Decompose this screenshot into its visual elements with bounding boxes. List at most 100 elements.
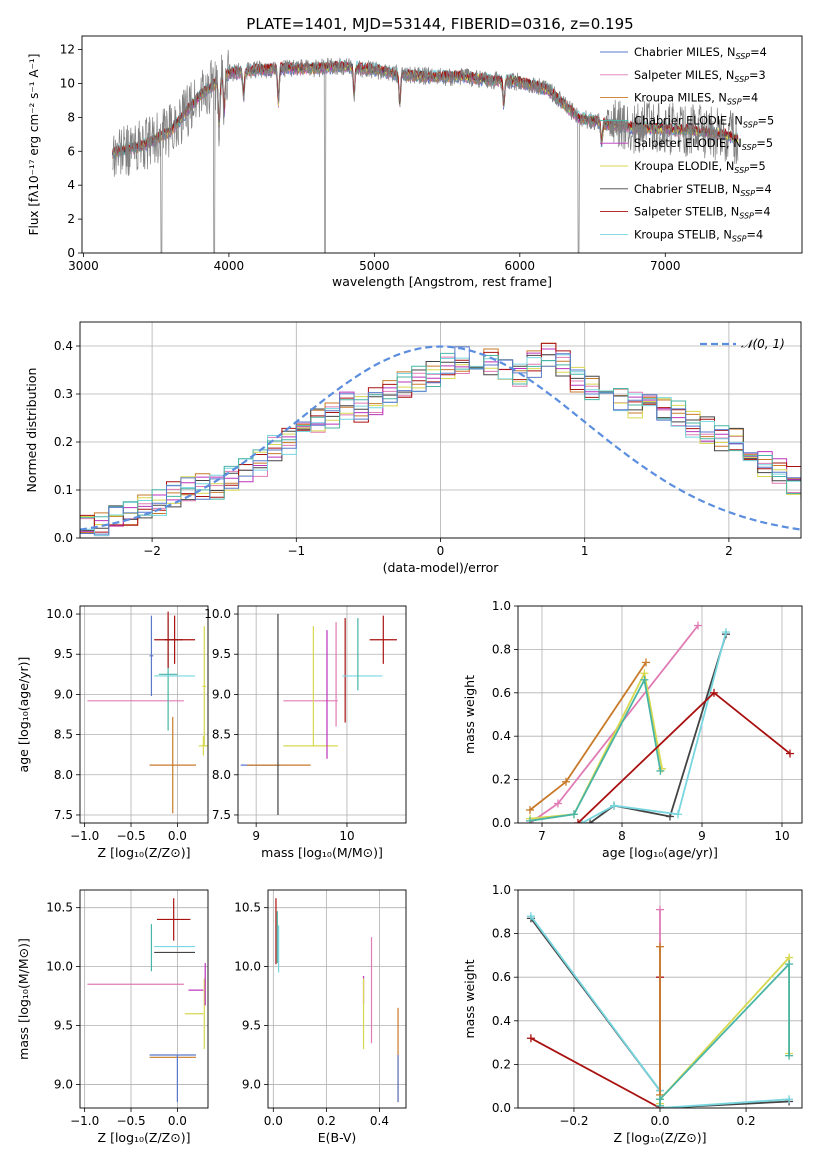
legend-label-subscript: SSP — [735, 52, 750, 61]
legend-label-value: =4 — [755, 183, 772, 196]
mass-weight-point — [526, 805, 534, 814]
errorbar-point — [154, 615, 196, 664]
legend-label-main: Salpeter STELIB, N — [634, 206, 739, 219]
legend-label-main: Chabrier ELODIE, N — [634, 114, 743, 127]
weight-vs-age-frame — [517, 605, 803, 824]
legend-label-value: =3 — [749, 69, 766, 82]
mass-weight-point — [586, 819, 594, 823]
residual-histogram-step — [80, 354, 801, 538]
age-vs-mass-ytick-label: 10.0 — [204, 607, 231, 621]
legend-label-main: Kroupa STELIB, N — [634, 228, 732, 241]
mass-vs-ebv-axes: 0.0 0.2 0.4 9.0 9.5 10.0 10.5 E(B-V) — [234, 889, 407, 1145]
mass-vs-Z-ytick-label: 10.0 — [46, 960, 73, 974]
mass-weight-point — [674, 810, 682, 819]
weight-vs-Z-plot-area — [526, 905, 794, 1108]
errorbar-point — [202, 626, 207, 747]
age-vs-Z-ytick-label: 7.5 — [54, 808, 73, 822]
spectrum-xlabel: wavelength [Angstrom, rest frame] — [332, 274, 552, 289]
spectrum-ytick-label: 0 — [67, 246, 75, 260]
mass-vs-Z-ytick-label: 9.0 — [54, 1077, 73, 1091]
legend-label: Salpeter MILES, NSSP=3 — [634, 69, 766, 84]
weight-vs-Z-ytick-label: 1.0 — [492, 883, 511, 897]
spectrum-ytick-label: 6 — [67, 144, 75, 158]
legend-label-main: Chabrier STELIB, N — [634, 183, 740, 196]
mass-weight-series-line — [581, 631, 727, 823]
spectrum-ytick-label: 2 — [67, 212, 75, 226]
spectrum-axes: 3000 4000 5000 6000 7000 0 2 4 6 8 10 12 wavelength … — [27, 35, 803, 289]
spectrum-xtick-label: 5000 — [359, 259, 390, 273]
mass-vs-Z-ylabel: mass [log₁₀(M/M⊙)] — [16, 938, 31, 1060]
mass-vs-ebv-frame — [267, 889, 407, 1109]
weight-vs-age-ytick-label: 0.2 — [492, 773, 511, 787]
weight-vs-age-ytick-label: 0.6 — [492, 686, 511, 700]
age-vs-Z-ylabel: age [log₁₀(age/yr)] — [16, 657, 31, 773]
residuals-panel: −2 −1 0 1 2 0.0 0.1 0.2 0.3 0.4 (data-model)/error… — [24, 321, 802, 575]
weight-vs-Z-ylabel: mass weight — [462, 959, 477, 1038]
mass-weight-point — [656, 905, 664, 914]
weight-vs-Z-ytick-label: 0.8 — [492, 927, 511, 941]
weight-vs-age-grid — [518, 605, 802, 824]
errorbar-point — [149, 716, 196, 814]
mass-weight-point — [526, 816, 534, 823]
spectrum-ytick-label: 8 — [67, 110, 75, 124]
mass-vs-Z-ytick-label: 9.5 — [54, 1019, 73, 1033]
mass-vs-Z-xtick-label: −1.0 — [70, 1114, 99, 1128]
age-vs-Z-ytick-label: 8.5 — [54, 728, 73, 742]
mass-weight-point — [694, 621, 702, 630]
age-vs-mass-panel: 9 10 7.5 8.0 8.5 9.0 9.5 10.0 mass [log₁₀(M/M⊙)] — [204, 605, 407, 860]
mass-weight-point — [570, 810, 578, 819]
residuals-axes: −2 −1 0 1 2 0.0 0.1 0.2 0.3 0.4 (data-model)/error… — [24, 321, 802, 575]
age-vs-mass-ytick-label: 9.5 — [212, 647, 231, 661]
mass-weight-point — [785, 1095, 794, 1104]
mass-vs-Z-axes: −1.0 −0.5 0.0 9.0 9.5 10.0 10.5 Z [log₁₀(Z/Z⊙)]… — [16, 889, 209, 1145]
mass-vs-Z-grid — [80, 890, 208, 1108]
age-vs-Z-ytick-label: 10.0 — [46, 607, 73, 621]
weight-vs-age-ytick-label: 0.8 — [492, 642, 511, 656]
residuals-xtick-label: 2 — [725, 544, 733, 558]
legend-label: Kroupa STELIB, NSSP=4 — [634, 228, 763, 243]
mass-vs-ebv-grid — [268, 890, 406, 1108]
mass-weight-series-line — [530, 977, 661, 1108]
age-vs-mass-xtick-label: 9 — [252, 829, 260, 843]
spectrum-plot-area — [112, 49, 739, 253]
legend-label-main: Salpeter MILES, N — [634, 69, 734, 82]
age-vs-Z-grid — [80, 606, 208, 823]
age-vs-mass-xtick-label: 10 — [339, 829, 354, 843]
residuals-ytick-label: 0.4 — [54, 339, 73, 353]
spectrum-xtick-label: 3000 — [68, 259, 99, 273]
age-vs-Z-xlabel: Z [log₁₀(Z/Z⊙)] — [98, 845, 191, 860]
mass-weight-point — [610, 801, 618, 810]
age-vs-mass-frame — [237, 605, 407, 824]
legend-label-subscript: SSP — [732, 234, 747, 243]
mass-vs-Z-plot-area — [87, 898, 206, 1103]
mass-weight-point — [554, 799, 562, 808]
legend-label-subscript: SSP — [743, 120, 758, 129]
weight-vs-age-axes: 7 8 9 10 0.0 0.2 0.4 0.6 0.8 1.0 age [log₁₀(age/yr… — [462, 599, 803, 860]
spectrum-xtick-label: 6000 — [505, 259, 536, 273]
residuals-frame — [79, 321, 802, 539]
legend-label-value: =4 — [746, 228, 763, 241]
age-vs-mass-grid — [238, 606, 406, 823]
mass-vs-ebv-plot-area — [275, 898, 399, 1103]
legend-label: Chabrier MILES, NSSP=4 — [634, 46, 767, 61]
age-vs-Z-axes: −1.0 −0.5 0.0 7.5 8.0 8.5 9.0 9.5 10.0 Z [log₁₀(Z… — [16, 605, 209, 860]
legend-label-subscript: SSP — [734, 75, 749, 84]
age-vs-mass-plot-area — [240, 614, 397, 815]
mass-vs-ebv-xtick-label: 0.2 — [317, 1114, 336, 1128]
spectrum-panel: 3000 4000 5000 6000 7000 0 2 4 6 8 10 12 wavelength … — [27, 35, 803, 289]
mass-vs-Z-frame — [79, 889, 209, 1109]
age-vs-Z-ytick-label: 9.5 — [54, 647, 73, 661]
legend-label: Kroupa ELODIE, NSSP=5 — [634, 160, 766, 175]
mass-weight-series-line — [577, 691, 791, 823]
residuals-plot-area — [80, 342, 801, 538]
legend-label-main: Kroupa MILES, N — [634, 92, 727, 105]
spectrum-xtick-label: 7000 — [650, 259, 681, 273]
residuals-ytick-label: 0.3 — [54, 387, 73, 401]
mass-weight-point — [640, 675, 649, 684]
age-vs-Z-xtick-label: 0.0 — [168, 829, 187, 843]
legend-label-value: =4 — [742, 92, 759, 105]
mass-vs-ebv-xlabel: E(B-V) — [318, 1130, 357, 1145]
age-vs-mass-axes: 9 10 7.5 8.0 8.5 9.0 9.5 10.0 mass [log₁₀(M/M⊙)] — [204, 605, 407, 860]
residuals-ylabel: Normed distribution — [24, 368, 39, 493]
